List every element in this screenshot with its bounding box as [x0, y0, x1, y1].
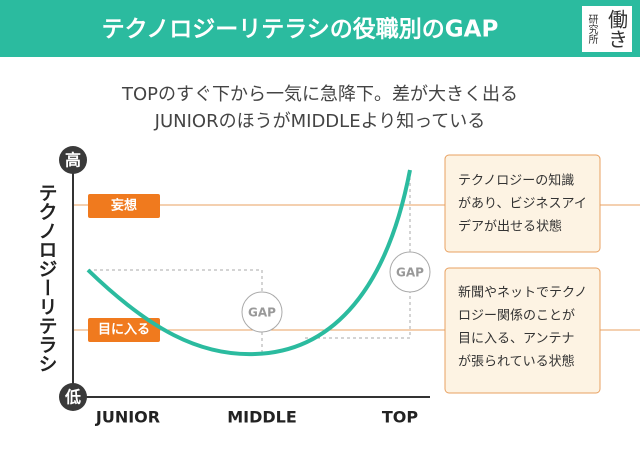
level-badge	[88, 194, 160, 218]
level-label: 妄想	[111, 198, 137, 214]
gap-circle	[241, 291, 283, 333]
subtitle: JUNIORのほうがMIDDLEより知っている	[154, 111, 486, 132]
note-line: デアが出せる状態	[458, 219, 562, 235]
note-line: があり、ビジネスアイ	[458, 197, 587, 212]
gap-circle	[389, 251, 431, 293]
note-line: が張られている状態	[458, 354, 575, 370]
logo-bg	[582, 6, 632, 52]
axis-low-label: 低	[64, 388, 81, 407]
title: テクノロジーリテラシの役職別のGAP	[102, 16, 499, 43]
x-label: TOP	[382, 408, 419, 427]
logo-big: 働き	[605, 9, 629, 49]
level-label: 目に入る	[98, 323, 150, 338]
note-line: テクノロジーの知識	[458, 173, 574, 189]
x-label: MIDDLE	[227, 408, 297, 427]
axis-high	[59, 146, 87, 174]
gap-label: GAP	[396, 266, 424, 280]
note-box	[444, 267, 601, 394]
y-axis-label: テクノロジーリテラシ	[36, 183, 58, 373]
logo-small: 研究所	[586, 14, 598, 45]
note-line: 新聞やネットでテクノ	[458, 285, 587, 301]
header-band	[0, 0, 640, 57]
axis-high-label: 高	[65, 151, 81, 170]
axis-low	[59, 383, 87, 411]
x-label: JUNIOR	[95, 408, 160, 427]
gap-guides	[88, 172, 411, 352]
note-line: 目に入る、アンテナ	[458, 332, 574, 347]
note-box	[444, 154, 601, 253]
gap-label: GAP	[248, 306, 276, 320]
level-badge	[88, 318, 160, 342]
subtitle: TOPのすぐ下から一気に急降下。差が大きく出る	[121, 84, 518, 105]
curve	[86, 169, 412, 357]
note-line: ロジー関係のことが	[458, 309, 575, 324]
